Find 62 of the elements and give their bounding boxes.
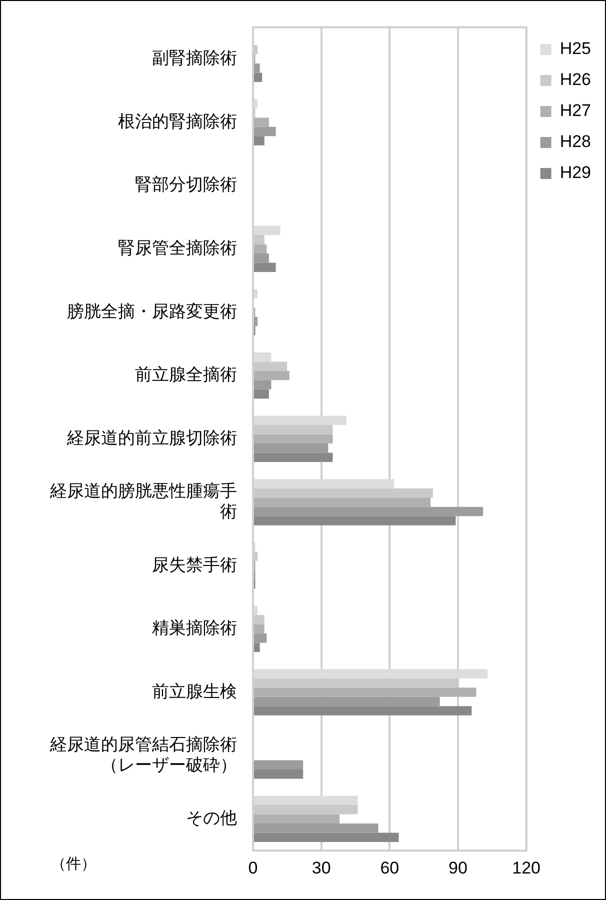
y-tick-label: 経尿道的前立腺切除術 <box>66 428 237 448</box>
y-tick-label: 経尿道的膀胱悪性腫瘍手術 <box>49 482 237 522</box>
bar <box>254 370 290 380</box>
bar <box>254 634 267 643</box>
bar <box>254 434 333 444</box>
y-tick-label: 腎部分切除術 <box>135 175 237 194</box>
y-tick-label: 根治的腎摘除術 <box>118 112 237 131</box>
bar <box>254 606 258 616</box>
bar <box>254 796 358 806</box>
bar <box>254 832 399 842</box>
bar <box>254 516 456 526</box>
bar <box>254 624 264 634</box>
legend-label: H27 <box>560 101 591 120</box>
bar <box>254 63 260 73</box>
bar <box>254 506 484 516</box>
y-tick-label: 前立腺生検 <box>152 682 237 701</box>
bar <box>254 289 258 298</box>
y-tick-label: 副腎摘除術 <box>152 48 237 68</box>
bar <box>254 352 272 362</box>
bar <box>254 688 476 697</box>
bar <box>254 244 267 254</box>
bar <box>254 389 269 399</box>
bar <box>254 479 394 488</box>
y-tick-label: 経尿道的尿管結石摘除術（レーザー破砕） <box>49 735 237 774</box>
bar <box>254 814 340 824</box>
text: （件） <box>51 856 96 873</box>
bar <box>254 642 260 652</box>
x-tick-label: 60 <box>380 858 400 878</box>
x-tick-label: 90 <box>448 858 468 878</box>
bar <box>254 416 346 426</box>
bar <box>254 380 272 390</box>
y-tick-label: 前立腺全摘術 <box>135 365 237 384</box>
bar <box>254 769 304 779</box>
bar <box>254 498 431 507</box>
bar <box>254 444 328 453</box>
bar <box>254 126 276 136</box>
bar <box>254 316 258 326</box>
y-tick-label: 膀胱全摘・尿路変更術 <box>67 302 237 321</box>
y-tick-label: 尿失禁手術 <box>152 555 237 574</box>
legend-label: H26 <box>560 70 591 90</box>
legend-label: H29 <box>560 163 591 182</box>
y-tick-label: 精巣摘除術 <box>152 618 237 638</box>
bar <box>254 99 258 108</box>
bar <box>254 760 304 770</box>
bar <box>254 72 262 82</box>
bar <box>254 262 276 272</box>
bar <box>254 669 488 678</box>
legend-label: H25 <box>560 39 591 58</box>
bar <box>254 254 269 263</box>
x-tick-label: 30 <box>312 858 331 878</box>
bar <box>254 452 333 462</box>
bar <box>254 226 280 236</box>
bar <box>254 118 269 127</box>
x-tick-label: 120 <box>512 858 540 878</box>
bar <box>254 136 264 146</box>
y-tick-label: 腎尿管全摘除術 <box>118 238 237 258</box>
legend-label: H28 <box>560 132 591 152</box>
bar <box>254 706 472 716</box>
bar <box>254 696 440 706</box>
y-tick-label: その他 <box>186 808 237 828</box>
bar <box>254 824 378 833</box>
x-tick-label: 0 <box>248 858 258 878</box>
